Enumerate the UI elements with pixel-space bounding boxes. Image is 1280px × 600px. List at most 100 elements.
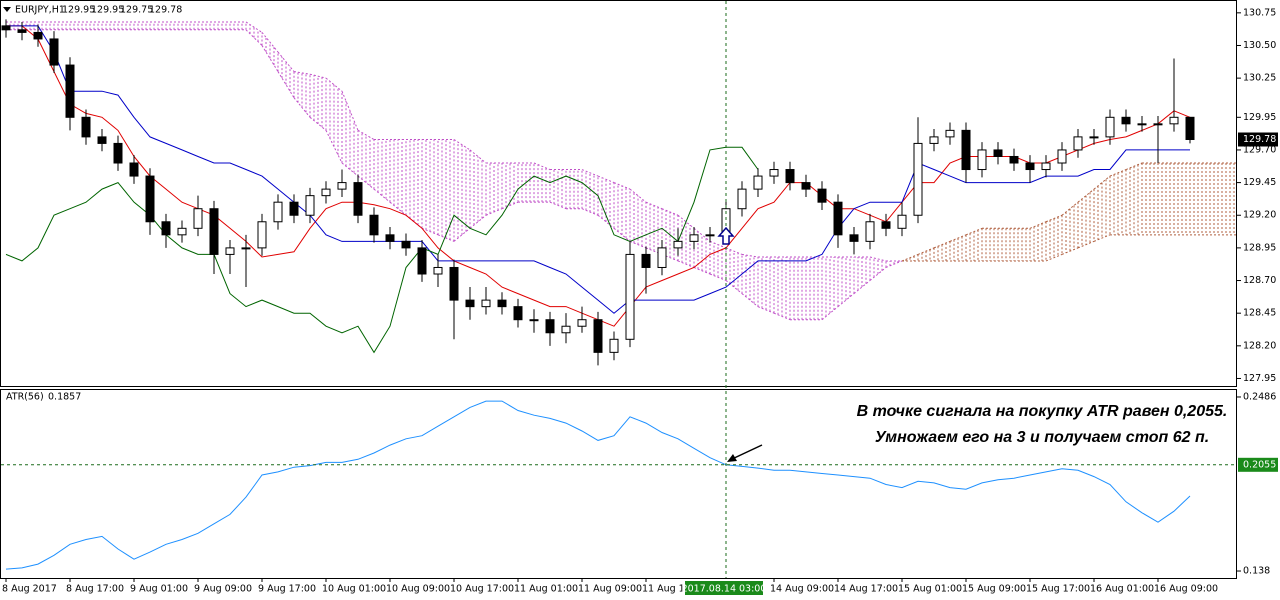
senkou-a-segment [501, 201, 519, 210]
atr-panel-frame [0, 389, 1237, 579]
candle-body [97, 136, 107, 144]
senkou-b-segment [629, 188, 647, 203]
candle-body [1041, 162, 1051, 171]
candle-body [657, 247, 667, 268]
candle-body [369, 214, 379, 236]
annotation-line-2: Умножаем его на 3 и получаем стоп 62 п. [875, 429, 1209, 446]
senkou-b-segment [293, 71, 311, 75]
x-tick-label: 9 Aug 01:00 [130, 584, 188, 595]
candle-body [977, 149, 987, 171]
x-tick-label: 9 Aug 09:00 [194, 584, 252, 595]
candle-body [145, 175, 155, 223]
senkou-b-segment [357, 129, 375, 140]
candle-body [785, 169, 795, 184]
candle-body [849, 234, 859, 242]
candle-body [353, 182, 363, 216]
y-tick-label: 129.45 [1243, 177, 1276, 188]
x-tick-label: 11 Aug 01:00 [514, 584, 578, 595]
senkou-b-segment [661, 208, 679, 216]
y-tick-label: 127.95 [1243, 373, 1276, 384]
atr-line [5, 400, 1191, 570]
senkou-a-segment [741, 293, 759, 308]
senkou-a-segment [709, 273, 727, 281]
candle-body [897, 214, 907, 229]
candle-body [113, 142, 123, 164]
symbol-menu-icon [3, 7, 11, 12]
senkou-b-segment [325, 77, 343, 92]
candle-body [17, 29, 27, 33]
candle-body [753, 175, 763, 190]
senkou-a-segment [773, 312, 791, 321]
candle-body [305, 195, 315, 216]
senkou-a-segment [581, 208, 599, 216]
candle-body [529, 319, 539, 322]
candle-body [337, 182, 347, 190]
senkou-a-segment [661, 253, 679, 262]
candle-body [817, 188, 827, 203]
x-tick-label: 14 Aug 09:00 [770, 584, 834, 595]
candle-body [737, 188, 747, 210]
candle-body [497, 299, 507, 308]
candle-body [321, 188, 331, 197]
candle-body [625, 253, 635, 340]
candle-body [801, 182, 811, 190]
senkou-a-segment [885, 260, 903, 268]
senkou-a-segment [693, 267, 711, 275]
senkou-a-segment [645, 247, 663, 255]
y-tick-label: 129.95 [1243, 112, 1276, 123]
y-tick-label: 128.70 [1243, 275, 1276, 286]
senkou-a-segment [549, 201, 567, 210]
candle-body [961, 129, 971, 171]
senkou-a-segment [1125, 162, 1143, 170]
senkou-b-segment [261, 32, 279, 53]
candle-body [881, 221, 891, 229]
candle-body [241, 247, 251, 250]
crosshair-time-box [685, 581, 763, 595]
crosshair-value-label: 0.2055 [1243, 459, 1276, 470]
candle-body [1137, 123, 1147, 126]
candle-body [561, 325, 571, 334]
candle-body [993, 149, 1003, 157]
crosshair-time-label: 2017.08.14 03:00 [682, 584, 767, 595]
y-tick-label: 130.75 [1243, 7, 1276, 18]
annotation-arrowhead [727, 454, 737, 462]
candle-body [865, 221, 875, 242]
senkou-a-segment [277, 71, 295, 98]
senkou-a-segment [629, 240, 647, 249]
atr-current-value: 0.1857 [48, 392, 81, 403]
x-tick-label: 10 Aug 09:00 [386, 584, 450, 595]
senkou-a-segment [821, 306, 839, 321]
candle-body [1105, 116, 1115, 138]
senkou-a-segment [933, 240, 951, 249]
candle-body [1185, 116, 1195, 141]
candle-body [929, 136, 939, 144]
senkou-b-segment [469, 149, 487, 164]
header-low: 129.75 [120, 5, 153, 16]
candle-body [705, 234, 715, 237]
senkou-b-segment [725, 247, 743, 255]
candle-body [545, 319, 555, 334]
senkou-b-segment [1045, 253, 1063, 262]
candle-body [289, 201, 299, 216]
candle-body [433, 266, 443, 275]
senkou-b-segment [453, 139, 471, 151]
header-open: 129.95 [62, 5, 95, 16]
candle-body [769, 169, 779, 177]
senkou-a-segment [421, 227, 439, 236]
senkou-b-segment [1093, 234, 1111, 242]
candle-body [1, 25, 11, 31]
header-close: 129.78 [149, 5, 182, 16]
annotation-line-1: В точке сигнала на покупку ATR равен 0,2… [857, 403, 1228, 420]
indicator-line [5, 146, 759, 354]
senkou-a-segment [853, 280, 871, 294]
candle-body [177, 227, 187, 236]
x-tick-label: 11 Aug 17:00 [642, 584, 706, 595]
candle-body [449, 266, 459, 301]
senkou-b-segment [277, 51, 295, 72]
senkou-b-segment [245, 21, 263, 33]
senkou-a-segment [1077, 188, 1095, 203]
y-tick-label: 0.2486 [1243, 391, 1276, 402]
senkou-b-segment [709, 240, 727, 249]
senkou-b-segment [341, 90, 359, 131]
